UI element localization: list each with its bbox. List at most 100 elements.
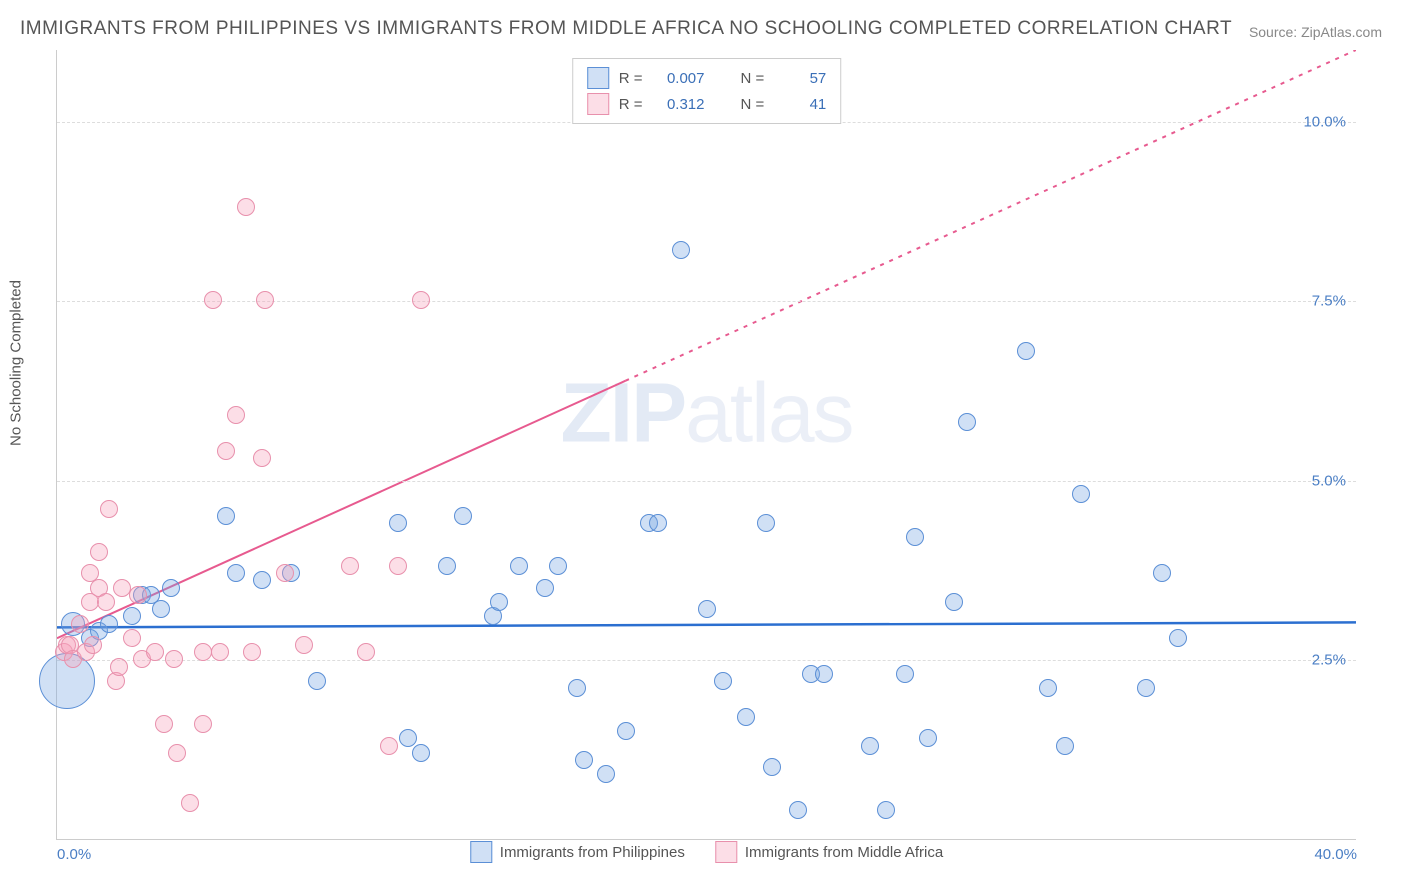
- data-point: [510, 557, 528, 575]
- data-point: [597, 765, 615, 783]
- n-label: N =: [741, 70, 765, 87]
- data-point: [1169, 629, 1187, 647]
- data-point: [100, 500, 118, 518]
- r-label: R =: [619, 96, 643, 113]
- data-point: [253, 449, 271, 467]
- data-point: [714, 672, 732, 690]
- data-point: [165, 650, 183, 668]
- y-tick-label: 7.5%: [1312, 293, 1346, 310]
- y-axis-label: No Schooling Completed: [8, 280, 25, 446]
- data-point: [308, 672, 326, 690]
- n-value-philippines: 57: [774, 70, 826, 87]
- data-point: [295, 636, 313, 654]
- data-point: [958, 413, 976, 431]
- data-point: [129, 586, 147, 604]
- swatch-philippines: [470, 841, 492, 863]
- data-point: [672, 241, 690, 259]
- data-point: [438, 557, 456, 575]
- data-point: [815, 665, 833, 683]
- n-value-middle-africa: 41: [774, 96, 826, 113]
- data-point: [243, 643, 261, 661]
- data-point: [412, 744, 430, 762]
- data-point: [71, 615, 89, 633]
- r-value-middle-africa: 0.312: [653, 96, 705, 113]
- data-point: [1056, 737, 1074, 755]
- data-point: [945, 593, 963, 611]
- data-point: [110, 658, 128, 676]
- data-point: [399, 729, 417, 747]
- data-point: [789, 801, 807, 819]
- y-tick-label: 2.5%: [1312, 652, 1346, 669]
- stats-legend: R = 0.007 N = 57 R = 0.312 N = 41: [572, 58, 842, 124]
- data-point: [737, 708, 755, 726]
- y-tick-label: 5.0%: [1312, 472, 1346, 489]
- data-point: [919, 729, 937, 747]
- data-point: [412, 291, 430, 309]
- data-point: [454, 507, 472, 525]
- data-point: [256, 291, 274, 309]
- r-label: R =: [619, 70, 643, 87]
- data-point: [490, 593, 508, 611]
- data-point: [357, 643, 375, 661]
- watermark-zip: ZIP: [560, 365, 685, 459]
- data-point: [204, 291, 222, 309]
- correlation-chart: IMMIGRANTS FROM PHILIPPINES VS IMMIGRANT…: [0, 0, 1406, 892]
- data-point: [211, 643, 229, 661]
- data-point: [698, 600, 716, 618]
- watermark-atlas: atlas: [685, 365, 852, 459]
- stats-row-philippines: R = 0.007 N = 57: [587, 65, 827, 91]
- data-point: [757, 514, 775, 532]
- data-point: [217, 507, 235, 525]
- data-point: [276, 564, 294, 582]
- data-point: [568, 679, 586, 697]
- data-point: [536, 579, 554, 597]
- y-tick-label: 10.0%: [1303, 113, 1346, 130]
- data-point: [152, 600, 170, 618]
- data-point: [763, 758, 781, 776]
- data-point: [100, 615, 118, 633]
- data-point: [237, 198, 255, 216]
- r-value-philippines: 0.007: [653, 70, 705, 87]
- data-point: [549, 557, 567, 575]
- data-point: [253, 571, 271, 589]
- data-point: [575, 751, 593, 769]
- swatch-middle-africa: [715, 841, 737, 863]
- swatch-middle-africa: [587, 93, 609, 115]
- plot-area: ZIPatlas R = 0.007 N = 57 R = 0.312 N = …: [56, 50, 1356, 840]
- data-point: [1137, 679, 1155, 697]
- data-point: [123, 607, 141, 625]
- data-point: [341, 557, 359, 575]
- data-point: [861, 737, 879, 755]
- n-label: N =: [741, 96, 765, 113]
- data-point: [1072, 485, 1090, 503]
- data-point: [649, 514, 667, 532]
- watermark: ZIPatlas: [560, 364, 852, 461]
- data-point: [155, 715, 173, 733]
- legend-item-philippines: Immigrants from Philippines: [470, 841, 685, 863]
- data-point: [123, 629, 141, 647]
- legend-label-philippines: Immigrants from Philippines: [500, 844, 685, 861]
- chart-title: IMMIGRANTS FROM PHILIPPINES VS IMMIGRANT…: [20, 18, 1232, 40]
- legend-label-middle-africa: Immigrants from Middle Africa: [745, 844, 943, 861]
- data-point: [181, 794, 199, 812]
- data-point: [906, 528, 924, 546]
- data-point: [227, 406, 245, 424]
- data-point: [1039, 679, 1057, 697]
- data-point: [1153, 564, 1171, 582]
- series-legend: Immigrants from Philippines Immigrants f…: [470, 841, 943, 863]
- gridline: [57, 301, 1356, 302]
- data-point: [194, 715, 212, 733]
- data-point: [146, 643, 164, 661]
- data-point: [97, 593, 115, 611]
- data-point: [1017, 342, 1035, 360]
- data-point: [877, 801, 895, 819]
- swatch-philippines: [587, 67, 609, 89]
- x-tick-label: 0.0%: [57, 846, 91, 863]
- gridline: [57, 481, 1356, 482]
- data-point: [896, 665, 914, 683]
- data-point: [162, 579, 180, 597]
- data-point: [90, 543, 108, 561]
- data-point: [227, 564, 245, 582]
- data-point: [389, 514, 407, 532]
- source-attribution: Source: ZipAtlas.com: [1249, 24, 1382, 40]
